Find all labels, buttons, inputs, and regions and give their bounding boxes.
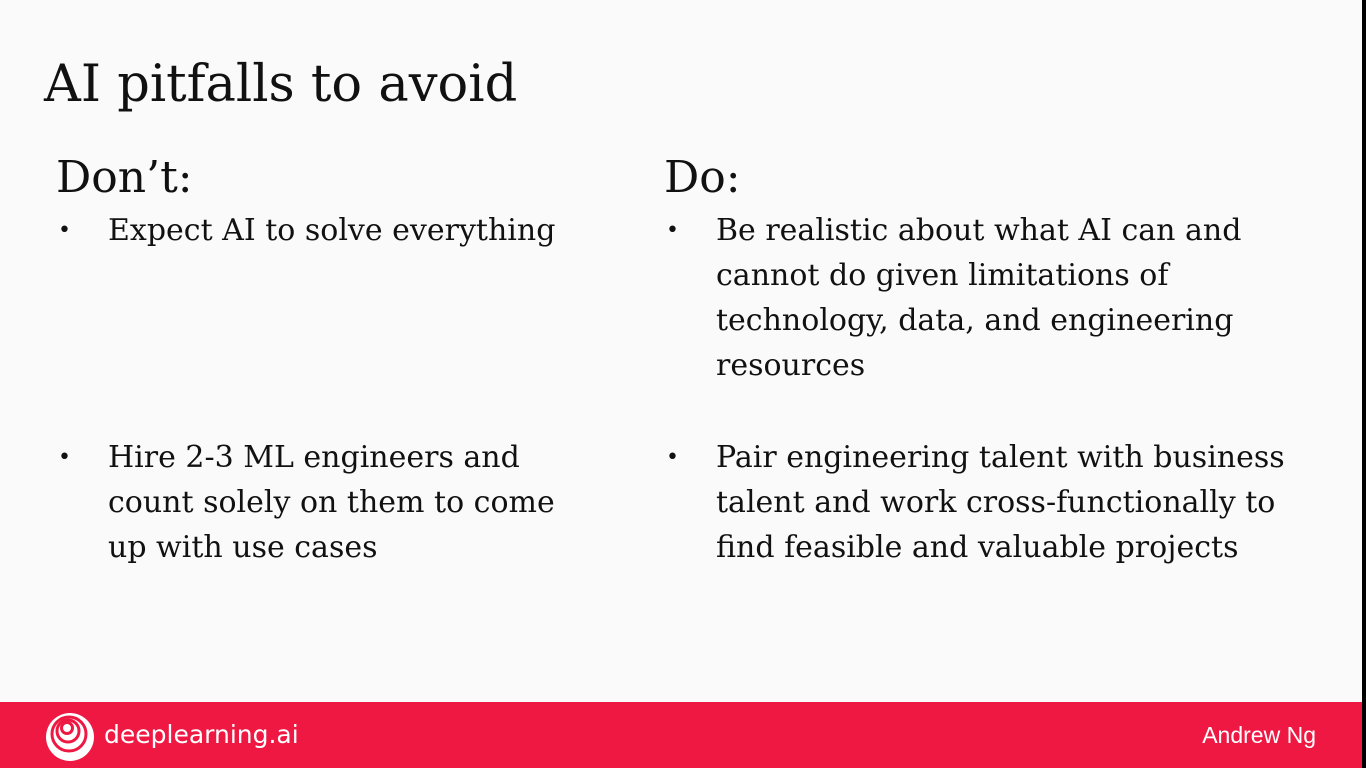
window-edge (1362, 0, 1366, 768)
do-bullet-item: • Pair engineering talent with business … (664, 435, 1344, 570)
footer-bar: deeplearning.ai Andrew Ng (0, 702, 1362, 768)
do-bullet-text: Pair engineering talent with business ta… (716, 440, 1285, 565)
do-column: Do: • Be realistic about what AI can and… (664, 148, 1344, 565)
do-bullet-text: Be realistic about what AI can and canno… (716, 213, 1242, 383)
slide-title: AI pitfalls to avoid (44, 55, 518, 114)
do-heading: Do: (664, 152, 741, 203)
brand-name: deeplearning.ai (104, 720, 299, 749)
deeplearning-logo-icon (46, 713, 94, 761)
bullet-icon: • (58, 218, 71, 243)
dont-bullet-item: • Expect AI to solve everything (56, 208, 616, 253)
dont-column: Don’t: • Expect AI to solve everything •… (56, 148, 616, 565)
dont-bullet-text: Expect AI to solve everything (108, 213, 556, 248)
do-bullet-item: • Be realistic about what AI can and can… (664, 208, 1344, 388)
bullet-icon: • (666, 445, 679, 470)
dont-bullet-item: • Hire 2-3 ML engineers and count solely… (56, 435, 616, 570)
dont-heading: Don’t: (56, 152, 193, 203)
author-name: Andrew Ng (1202, 722, 1316, 748)
bullet-icon: • (58, 445, 71, 470)
dont-bullet-text: Hire 2-3 ML engineers and count solely o… (108, 440, 555, 565)
bullet-icon: • (666, 218, 679, 243)
